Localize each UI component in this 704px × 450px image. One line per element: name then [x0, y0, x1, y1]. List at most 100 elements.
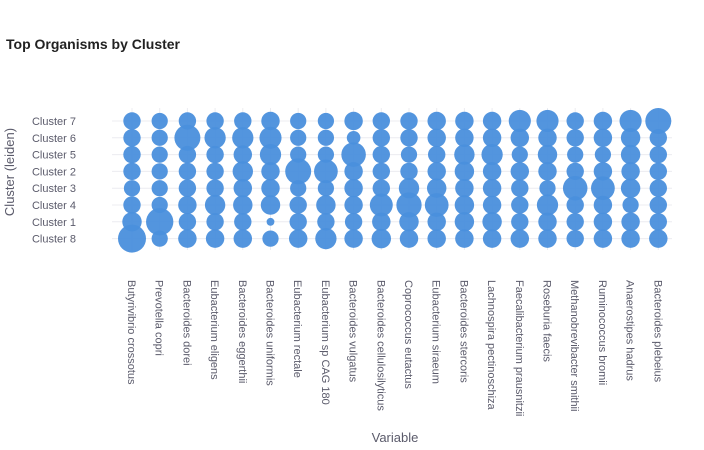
bubble-marker[interactable]: [316, 195, 336, 215]
bubble-marker[interactable]: [289, 196, 307, 214]
bubble-marker[interactable]: [511, 146, 528, 163]
bubble-marker[interactable]: [537, 144, 558, 165]
bubble-marker[interactable]: [482, 212, 502, 232]
bubble-marker[interactable]: [619, 109, 642, 133]
bubble-marker[interactable]: [260, 195, 281, 215]
bubble-marker[interactable]: [566, 213, 584, 231]
bubble-marker[interactable]: [621, 162, 640, 181]
bubble-marker[interactable]: [427, 229, 446, 248]
bubble-marker[interactable]: [123, 129, 141, 147]
bubble-marker[interactable]: [510, 128, 530, 148]
bubble-marker[interactable]: [344, 229, 363, 248]
bubble-marker[interactable]: [562, 175, 588, 201]
bubble-marker[interactable]: [233, 145, 253, 164]
bubble-marker[interactable]: [372, 179, 390, 197]
bubble-marker[interactable]: [234, 213, 252, 231]
bubble-marker[interactable]: [123, 112, 141, 130]
bubble-marker[interactable]: [538, 212, 557, 232]
bubble-marker[interactable]: [482, 162, 502, 181]
bubble-marker[interactable]: [206, 112, 224, 130]
bubble-marker[interactable]: [539, 180, 556, 197]
bubble-marker[interactable]: [620, 178, 641, 198]
bubble-marker[interactable]: [594, 146, 612, 163]
bubble-marker[interactable]: [621, 229, 640, 248]
bubble-marker[interactable]: [400, 146, 418, 163]
bubble-marker[interactable]: [371, 228, 392, 249]
bubble-marker[interactable]: [591, 176, 615, 201]
bubble-marker[interactable]: [151, 146, 168, 163]
bubble-marker[interactable]: [400, 129, 418, 147]
bubble-marker[interactable]: [344, 213, 363, 231]
bubble-marker[interactable]: [146, 208, 174, 236]
bubble-marker[interactable]: [399, 212, 419, 232]
bubble-marker[interactable]: [510, 229, 530, 248]
bubble-marker[interactable]: [508, 109, 531, 133]
bubble-marker[interactable]: [151, 180, 168, 197]
bubble-marker[interactable]: [400, 112, 418, 130]
bubble-marker[interactable]: [566, 129, 584, 147]
bubble-marker[interactable]: [622, 196, 639, 214]
bubble-marker[interactable]: [178, 195, 197, 215]
bubble-marker[interactable]: [289, 213, 307, 231]
bubble-marker[interactable]: [206, 213, 224, 231]
bubble-marker[interactable]: [536, 194, 559, 216]
bubble-marker[interactable]: [206, 179, 224, 197]
bubble-marker[interactable]: [233, 178, 253, 198]
bubble-marker[interactable]: [454, 161, 475, 182]
bubble-marker[interactable]: [593, 212, 613, 232]
bubble-marker[interactable]: [118, 224, 146, 253]
bubble-marker[interactable]: [232, 127, 254, 149]
bubble-marker[interactable]: [206, 162, 224, 181]
bubble-marker[interactable]: [233, 229, 253, 248]
bubble-marker[interactable]: [261, 111, 280, 131]
bubble-marker[interactable]: [454, 144, 475, 165]
bubble-marker[interactable]: [482, 195, 502, 215]
bubble-marker[interactable]: [344, 178, 363, 198]
bubble-marker[interactable]: [427, 128, 446, 148]
bubble-marker[interactable]: [206, 145, 224, 164]
bubble-marker[interactable]: [396, 192, 422, 218]
bubble-marker[interactable]: [482, 229, 502, 248]
bubble-marker[interactable]: [290, 129, 307, 146]
bubble-marker[interactable]: [344, 162, 363, 181]
bubble-marker[interactable]: [593, 128, 613, 148]
bubble-marker[interactable]: [649, 162, 667, 181]
bubble-marker[interactable]: [233, 195, 253, 215]
bubble-marker[interactable]: [317, 146, 335, 163]
bubble-marker[interactable]: [620, 144, 641, 165]
bubble-marker[interactable]: [372, 145, 390, 164]
bubble-marker[interactable]: [317, 180, 335, 197]
bubble-marker[interactable]: [649, 229, 668, 248]
bubble-marker[interactable]: [178, 145, 197, 164]
bubble-marker[interactable]: [317, 112, 335, 130]
bubble-marker[interactable]: [266, 217, 275, 226]
bubble-marker[interactable]: [567, 146, 584, 163]
bubble-marker[interactable]: [178, 229, 197, 248]
bubble-marker[interactable]: [344, 195, 363, 215]
bubble-marker[interactable]: [427, 212, 446, 232]
bubble-marker[interactable]: [314, 159, 338, 184]
bubble-marker[interactable]: [424, 193, 449, 217]
bubble-marker[interactable]: [369, 193, 393, 217]
bubble-marker[interactable]: [372, 212, 391, 232]
bubble-marker[interactable]: [400, 162, 418, 181]
bubble-marker[interactable]: [232, 161, 253, 182]
bubble-marker[interactable]: [427, 111, 446, 131]
bubble-marker[interactable]: [426, 178, 447, 198]
bubble-marker[interactable]: [151, 129, 168, 146]
bubble-marker[interactable]: [566, 196, 584, 214]
bubble-marker[interactable]: [455, 128, 474, 148]
bubble-marker[interactable]: [455, 111, 474, 131]
bubble-marker[interactable]: [261, 178, 280, 198]
bubble-marker[interactable]: [372, 162, 390, 181]
bubble-marker[interactable]: [285, 158, 312, 185]
bubble-marker[interactable]: [566, 162, 584, 181]
bubble-marker[interactable]: [346, 130, 361, 145]
bubble-marker[interactable]: [649, 196, 667, 214]
bubble-marker[interactable]: [645, 108, 672, 134]
bubble-marker[interactable]: [593, 229, 613, 248]
bubble-marker[interactable]: [178, 112, 197, 130]
bubble-marker[interactable]: [123, 196, 141, 214]
bubble-marker[interactable]: [398, 178, 420, 199]
bubble-marker[interactable]: [372, 112, 390, 130]
